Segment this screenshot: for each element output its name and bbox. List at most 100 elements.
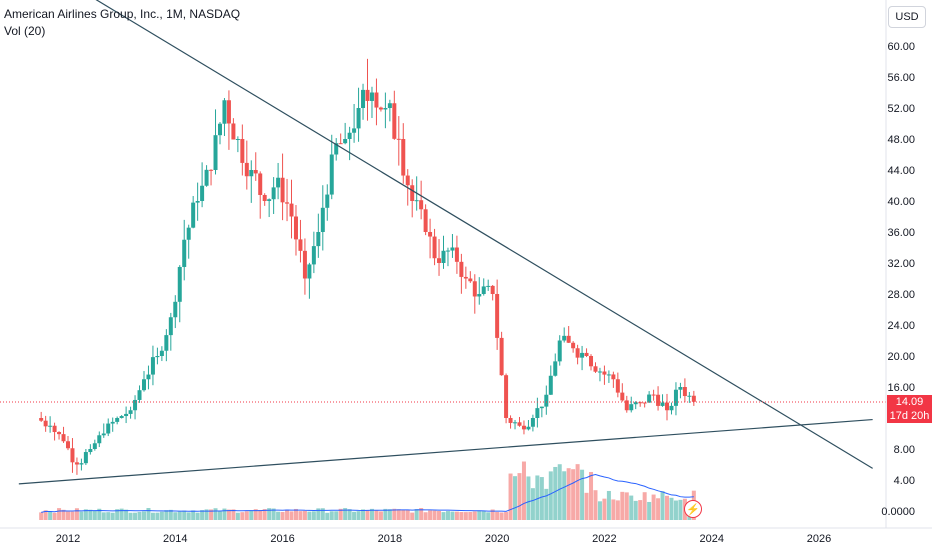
volume-bar <box>521 461 526 520</box>
candle-body <box>97 435 102 444</box>
volume-bar <box>490 509 495 520</box>
candle-body <box>405 175 410 186</box>
candle-body <box>325 194 330 208</box>
volume-bar <box>589 471 594 520</box>
volume-bar <box>369 508 374 520</box>
candle-body <box>258 173 263 195</box>
candle-body <box>128 410 133 414</box>
candle-body <box>311 246 316 265</box>
candle-body <box>204 169 209 186</box>
volume-bar <box>128 512 133 520</box>
candle-body <box>235 139 240 140</box>
volume-bar <box>356 511 361 520</box>
volume-bar <box>575 464 580 520</box>
volume-bar <box>155 512 160 520</box>
candle-body <box>477 294 482 297</box>
volume-bar <box>450 511 455 520</box>
volume-bar <box>39 512 44 520</box>
volume-bar <box>48 511 53 520</box>
currency-button[interactable]: USD <box>888 6 926 28</box>
candle-body <box>593 366 598 372</box>
candle-body <box>262 194 267 201</box>
volume-bar <box>432 510 437 520</box>
candle-body <box>557 340 562 362</box>
volume-bar <box>231 509 236 520</box>
candle-body <box>110 421 115 424</box>
candle-body <box>217 123 222 136</box>
price-tick-label: 48.00 <box>887 134 915 146</box>
volume-bar <box>615 500 620 520</box>
price-tick-label: 20.00 <box>887 351 915 363</box>
candle-body <box>253 170 258 174</box>
volume-bar <box>258 510 263 520</box>
candle-body <box>392 103 397 139</box>
volume-bar <box>226 509 231 520</box>
volume-bar <box>204 509 209 520</box>
volume-bar <box>584 492 589 520</box>
volume-bar <box>633 500 638 520</box>
price-tick-label: 4.00 <box>894 475 915 487</box>
candle-body <box>624 400 629 411</box>
volume-bar <box>343 508 348 520</box>
volume-bar <box>329 511 334 520</box>
time-tick-label: 2018 <box>378 533 402 545</box>
volume-bar <box>141 511 146 520</box>
candle-body <box>48 425 53 427</box>
volume-bar <box>414 509 419 520</box>
volume-bar <box>316 508 321 520</box>
candle-body <box>293 216 298 240</box>
volume-bar <box>562 471 567 520</box>
volume-bar <box>334 511 339 520</box>
candle-body <box>678 387 683 390</box>
candle-body <box>490 285 495 294</box>
volume-bar <box>571 469 576 520</box>
candle-body <box>428 232 433 237</box>
candle-body <box>553 361 558 376</box>
price-tick-label: 32.00 <box>887 258 915 270</box>
symbol-title: American Airlines Group, Inc., 1M, NASDA… <box>4 7 241 21</box>
volume-bar <box>249 510 254 520</box>
candle-body <box>647 394 652 403</box>
candle-body <box>691 395 696 402</box>
time-tick-label: 2026 <box>807 533 831 545</box>
candle-body <box>209 169 214 171</box>
volume-bar <box>378 511 383 520</box>
candle-body <box>673 389 678 406</box>
volume-bar <box>477 510 482 520</box>
candle-body <box>271 187 276 200</box>
volume-bar <box>539 477 544 520</box>
volume-bar <box>428 510 433 520</box>
volume-bar <box>213 508 218 520</box>
volume-bar <box>423 512 428 520</box>
volume-indicator-label[interactable]: Vol (20) <box>4 24 46 38</box>
volume-bar <box>642 492 647 520</box>
volume-bar <box>280 511 285 520</box>
candle-body <box>240 139 245 163</box>
price-tick-label: 40.00 <box>887 196 915 208</box>
candle-body <box>347 132 352 139</box>
volume-bar <box>548 471 553 520</box>
volume-bar <box>195 512 200 520</box>
volume-bar <box>276 511 281 520</box>
volume-bar <box>92 510 97 520</box>
candle-body <box>468 278 473 282</box>
volume-bar <box>289 511 294 520</box>
price-tick-label: 44.00 <box>887 165 915 177</box>
candle-body <box>584 352 589 356</box>
volume-bar <box>244 511 249 520</box>
volume-bar <box>293 508 298 520</box>
candle-body <box>459 261 464 277</box>
volume-bar <box>620 491 625 520</box>
candle-body <box>472 281 477 297</box>
volume-bar <box>320 508 325 520</box>
volume-bar <box>83 509 88 520</box>
volume-bar <box>387 509 392 520</box>
lightning-icon[interactable]: ⚡ <box>684 500 702 518</box>
candle-body <box>177 266 182 302</box>
candle-body <box>526 426 531 430</box>
volume-bar <box>285 509 290 520</box>
volume-bar <box>441 512 446 520</box>
volume-bar <box>481 511 486 520</box>
volume-bar <box>325 512 330 520</box>
